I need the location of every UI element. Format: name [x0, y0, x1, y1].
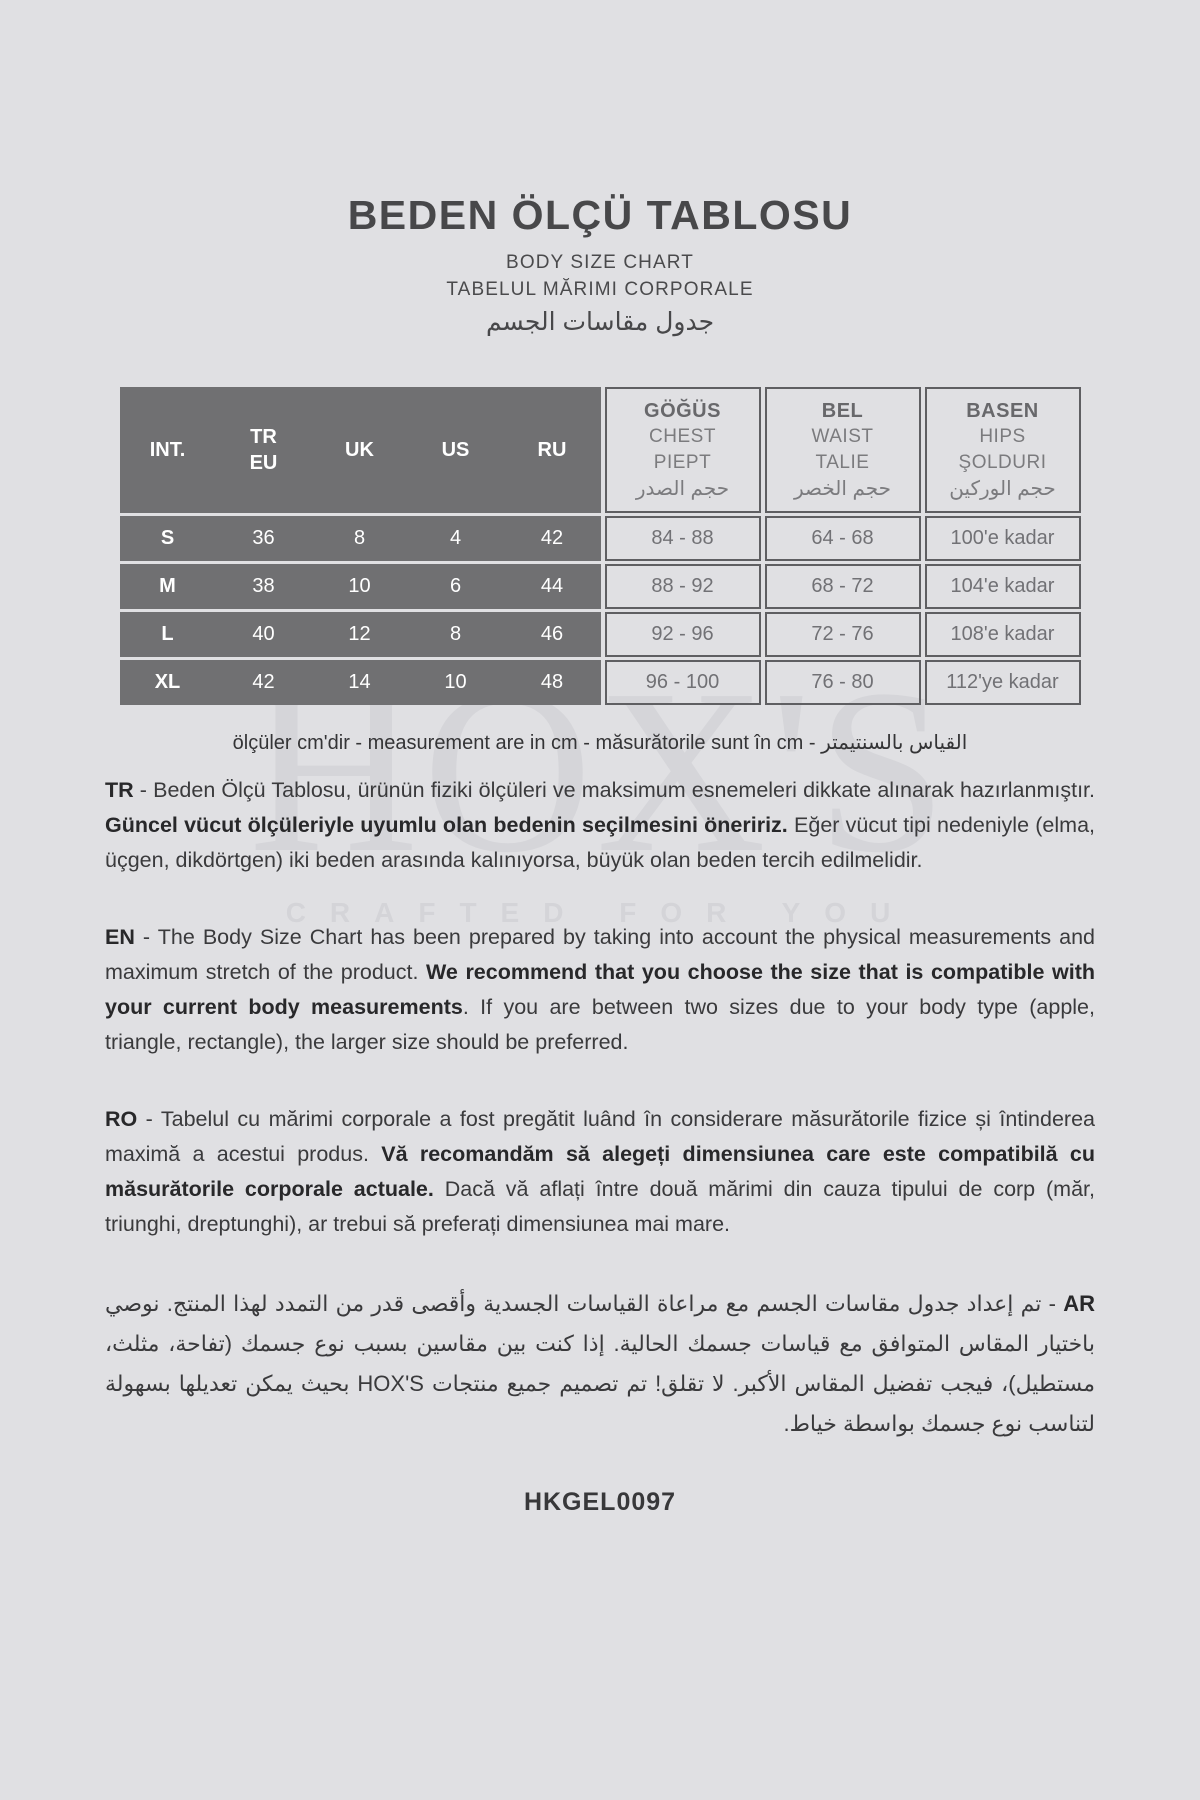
size-values-block: S 36 8 4 42	[119, 516, 601, 561]
paragraph-tr: TR - Beden Ölçü Tablosu, ürünün fiziki ö…	[105, 778, 1096, 872]
cell-uk: 14	[348, 671, 371, 693]
table-row-l: L 40 12 8 46 92 - 96 72 - 76 108'e kadar	[119, 612, 1081, 657]
cell-tr-eu: 36	[252, 527, 275, 549]
cell-tr-eu: 40	[252, 623, 275, 645]
cell-int: L	[161, 623, 174, 645]
cell-waist: 72 - 76	[764, 612, 921, 657]
hips-label-en: HIPS	[979, 426, 1026, 447]
cell-ru: 48	[540, 671, 564, 693]
col-header-int: INT.	[149, 438, 186, 461]
table-row-s: S 36 8 4 42 84 - 88 64 - 68 100'e kadar	[119, 516, 1081, 561]
waist-label-ro: TALIE	[815, 452, 870, 473]
subtitle-ar: جدول مقاسات الجسم	[485, 308, 715, 336]
cell-chest: 92 - 96	[604, 612, 761, 657]
col-header-uk: UK	[345, 438, 374, 461]
cell-us: 10	[444, 671, 467, 693]
size-table: INT. TR EU UK US RU GÖĞÜS CHEST PIEPT حج…	[119, 387, 1081, 705]
cell-tr-eu: 38	[252, 575, 275, 597]
cell-waist: 64 - 68	[764, 516, 921, 561]
cell-hips: 112'ye kadar	[924, 660, 1081, 705]
cell-us: 6	[449, 575, 462, 597]
cell-ru: 44	[540, 575, 564, 597]
cell-chest: 88 - 92	[604, 564, 761, 609]
cell-tr-eu: 42	[252, 671, 275, 693]
table-row-m: M 38 10 6 44 88 - 92 68 - 72 104'e kadar	[119, 564, 1081, 609]
col-header-ru: RU	[537, 438, 567, 461]
chest-label-ar: حجم الصدر	[635, 478, 730, 500]
cell-uk: 12	[348, 623, 371, 645]
hips-label-tr: BASEN	[966, 400, 1039, 422]
cell-chest: 96 - 100	[604, 660, 761, 705]
chest-label-tr: GÖĞÜS	[644, 400, 721, 422]
units-note: ölçüler cm'dir - measurement are in cm -…	[232, 732, 968, 754]
chest-label-en: CHEST	[649, 426, 716, 447]
size-values-block: M 38 10 6 44	[119, 564, 601, 609]
col-header-chest: GÖĞÜS CHEST PIEPT حجم الصدر	[604, 387, 761, 513]
paragraph-ro: RO - Tabelul cu mărimi corporale a fost …	[105, 1107, 1095, 1236]
size-header-block: INT. TR EU UK US RU	[119, 387, 601, 513]
waist-label-en: WAIST	[811, 426, 874, 447]
cell-int: XL	[154, 671, 181, 693]
col-header-tr-eu: TR EU	[249, 426, 278, 474]
cell-waist: 68 - 72	[764, 564, 921, 609]
cell-uk: 8	[353, 527, 366, 549]
table-row-xl: XL 42 14 10 48 96 - 100 76 - 80 112'ye k…	[119, 660, 1081, 705]
paragraph-en: EN - The Body Size Chart has been prepar…	[105, 925, 1095, 1054]
cell-chest: 84 - 88	[604, 516, 761, 561]
hips-label-ro: ŞOLDURI	[958, 452, 1047, 473]
waist-label-ar: حجم الخصر	[793, 478, 892, 500]
cell-int: S	[160, 527, 175, 549]
table-header-row: INT. TR EU UK US RU GÖĞÜS CHEST PIEPT حج…	[119, 387, 1081, 513]
product-code: HKGEL0097	[523, 1488, 677, 1516]
cell-us: 4	[449, 527, 462, 549]
cell-ru: 42	[540, 527, 564, 549]
hips-label-ar: حجم الوركين	[949, 478, 1056, 500]
cell-waist: 76 - 80	[764, 660, 921, 705]
col-header-hips: BASEN HIPS ŞOLDURI حجم الوركين	[924, 387, 1081, 513]
chest-label-ro: PIEPT	[653, 452, 712, 473]
size-values-block: L 40 12 8 46	[119, 612, 601, 657]
cell-hips: 100'e kadar	[924, 516, 1081, 561]
subtitle-ro: TABELUL MĂRIMI CORPORALE	[446, 279, 754, 300]
cell-hips: 108'e kadar	[924, 612, 1081, 657]
cell-hips: 104'e kadar	[924, 564, 1081, 609]
page-title: BEDEN ÖLÇÜ TABLOSU	[347, 192, 853, 238]
cell-uk: 10	[348, 575, 371, 597]
waist-label-tr: BEL	[821, 400, 864, 422]
col-header-waist: BEL WAIST TALIE حجم الخصر	[764, 387, 921, 513]
cell-ru: 46	[540, 623, 564, 645]
cell-us: 8	[449, 623, 462, 645]
cell-int: M	[159, 575, 176, 597]
paragraph-ar: AR - تم إعداد جدول مقاسات الجسم مع مراعا…	[105, 1291, 1095, 1436]
size-values-block: XL 42 14 10 48	[119, 660, 601, 705]
subtitle-en: BODY SIZE CHART	[506, 252, 694, 273]
col-header-us: US	[441, 438, 470, 461]
